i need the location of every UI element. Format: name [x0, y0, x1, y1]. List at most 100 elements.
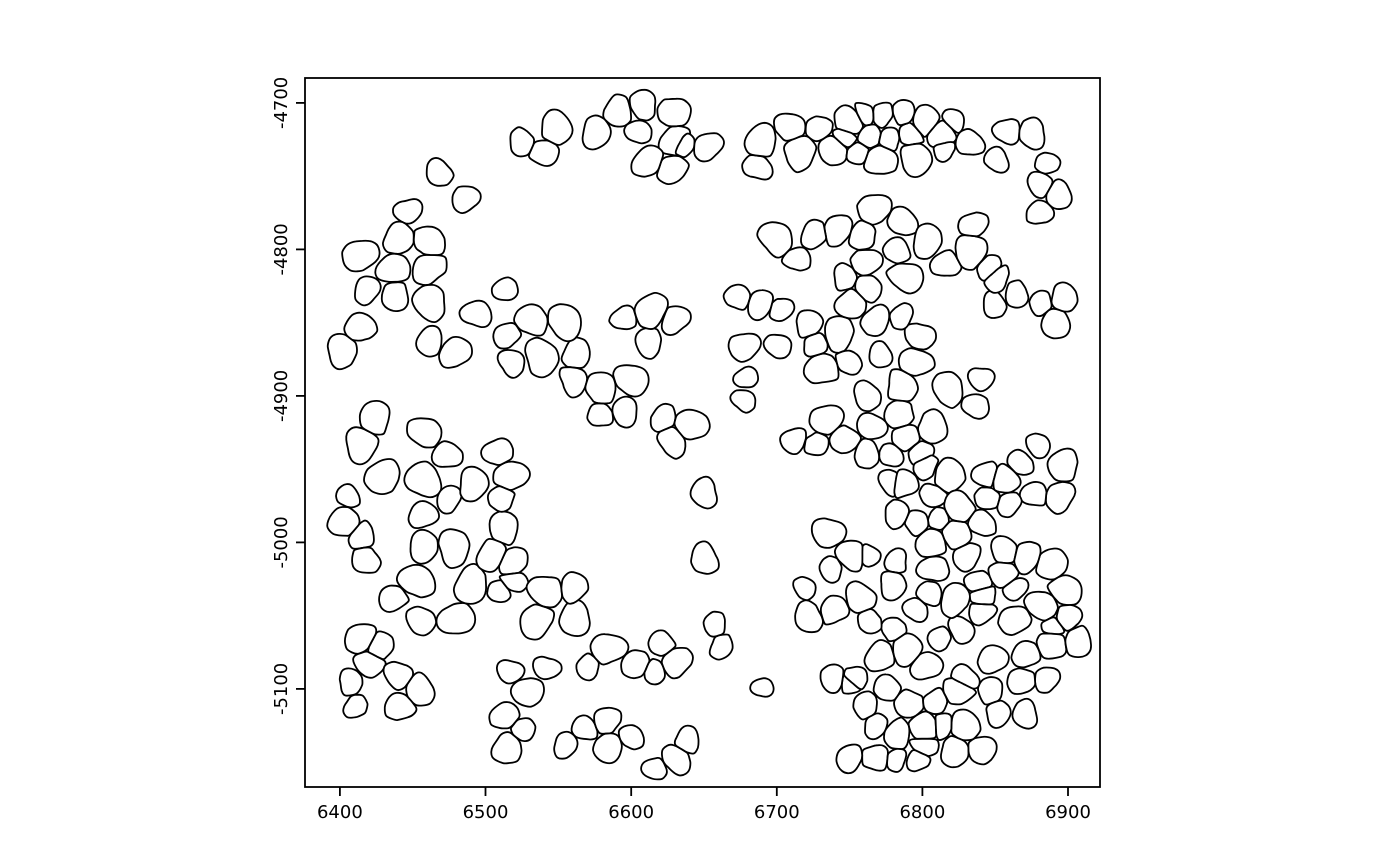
cell-outline	[779, 427, 807, 456]
cell-outline	[950, 663, 981, 690]
x-tick-label: 6700	[754, 802, 800, 823]
cell-outline	[835, 743, 864, 775]
cell-outline	[374, 252, 412, 283]
cell-outline	[729, 389, 757, 414]
cell-outline	[403, 460, 443, 499]
cell-outline	[611, 395, 638, 429]
cell-outline	[411, 284, 446, 324]
cell-outline	[818, 555, 843, 584]
cell-outline	[634, 326, 663, 360]
cell-outline	[1034, 666, 1062, 694]
cell-outline	[915, 555, 951, 582]
cell-outline	[917, 408, 949, 445]
cell-outline	[367, 630, 395, 660]
cell-outline	[792, 575, 817, 602]
cell-outline	[954, 128, 987, 156]
cell-outline	[656, 426, 687, 460]
cell-outline	[1046, 574, 1083, 606]
cell-outline	[967, 508, 997, 537]
cell-outline	[326, 506, 361, 537]
cell-outline	[1025, 432, 1051, 460]
cell-outline	[438, 336, 473, 369]
cell-outline	[914, 527, 948, 558]
cell-outline	[863, 639, 896, 673]
cell-outline	[878, 126, 901, 152]
cell-outline	[490, 276, 519, 302]
cell-outline	[553, 730, 579, 760]
cell-outline	[872, 101, 894, 129]
cell-outline	[524, 336, 560, 379]
cell-outline	[926, 625, 952, 653]
cell-outline	[1064, 624, 1092, 659]
cell-outline	[783, 135, 818, 174]
cell-outline	[741, 154, 774, 181]
cell-outline	[1023, 590, 1059, 622]
cell-outline	[509, 677, 545, 708]
cell-outline	[966, 367, 996, 393]
cell-outline	[843, 665, 869, 691]
cell-outline	[382, 660, 414, 691]
cell-outline	[732, 365, 759, 389]
cell-outline	[985, 699, 1012, 729]
cell-outline	[934, 456, 967, 494]
cell-outline	[861, 744, 889, 772]
cell-outline	[899, 142, 934, 178]
cell-outline	[960, 393, 990, 420]
cell-outline	[409, 528, 439, 565]
cell-outline	[982, 289, 1008, 319]
cell-outline	[957, 211, 990, 238]
cell-outline	[883, 716, 911, 751]
x-tick-label: 6400	[317, 802, 363, 823]
cell-outline	[1050, 281, 1079, 313]
cell-outline	[915, 580, 943, 608]
cell-outline	[584, 371, 617, 405]
cell-outline	[983, 145, 1010, 174]
cell-outline	[997, 605, 1033, 636]
cell-outline	[558, 366, 589, 399]
cell-outline	[395, 563, 437, 599]
cell-outline	[383, 691, 418, 722]
y-tick-label: -5100	[271, 663, 292, 715]
cell-outline	[987, 561, 1020, 589]
cell-outline	[861, 543, 882, 568]
cell-outline	[581, 114, 612, 151]
cell-outline	[967, 735, 998, 766]
plot-frame	[304, 77, 1101, 788]
cell-outline	[510, 717, 537, 743]
cell-outlines-layer	[326, 88, 1092, 781]
cell-outline	[885, 262, 925, 295]
cell-outline	[912, 103, 941, 138]
cell-outline	[633, 291, 669, 330]
cell-outline	[973, 486, 1001, 511]
cell-outline	[983, 264, 1010, 294]
cell-outline	[643, 658, 666, 686]
cell-outline	[833, 262, 858, 292]
cell-outline	[1033, 151, 1062, 175]
cell-outline	[608, 304, 638, 331]
cell-outline	[480, 437, 514, 466]
cell-outline	[1040, 307, 1072, 340]
cell-outline	[541, 108, 574, 146]
cell-outline	[722, 283, 752, 311]
y-tick-label: -4800	[271, 223, 292, 275]
cell-outline	[864, 712, 889, 741]
cell-outline	[488, 510, 519, 547]
cell-outline	[845, 141, 870, 166]
cell-outline	[834, 349, 864, 376]
cell-outline	[656, 154, 690, 186]
cell-outline	[612, 364, 650, 398]
cell-outline	[560, 571, 590, 605]
cell-outline	[976, 644, 1010, 675]
cell-outline	[382, 220, 415, 255]
cell-outline	[922, 686, 949, 715]
cell-outline	[828, 424, 862, 455]
cell-outline	[690, 540, 720, 575]
cell-outline	[768, 297, 796, 322]
cell-outline	[532, 655, 563, 681]
cell-outline	[968, 602, 999, 627]
cell-outline	[940, 581, 971, 620]
cell-outline	[335, 483, 361, 509]
cell-outline	[1046, 447, 1079, 483]
cell-outline	[378, 584, 410, 613]
cell-outline	[872, 673, 902, 702]
